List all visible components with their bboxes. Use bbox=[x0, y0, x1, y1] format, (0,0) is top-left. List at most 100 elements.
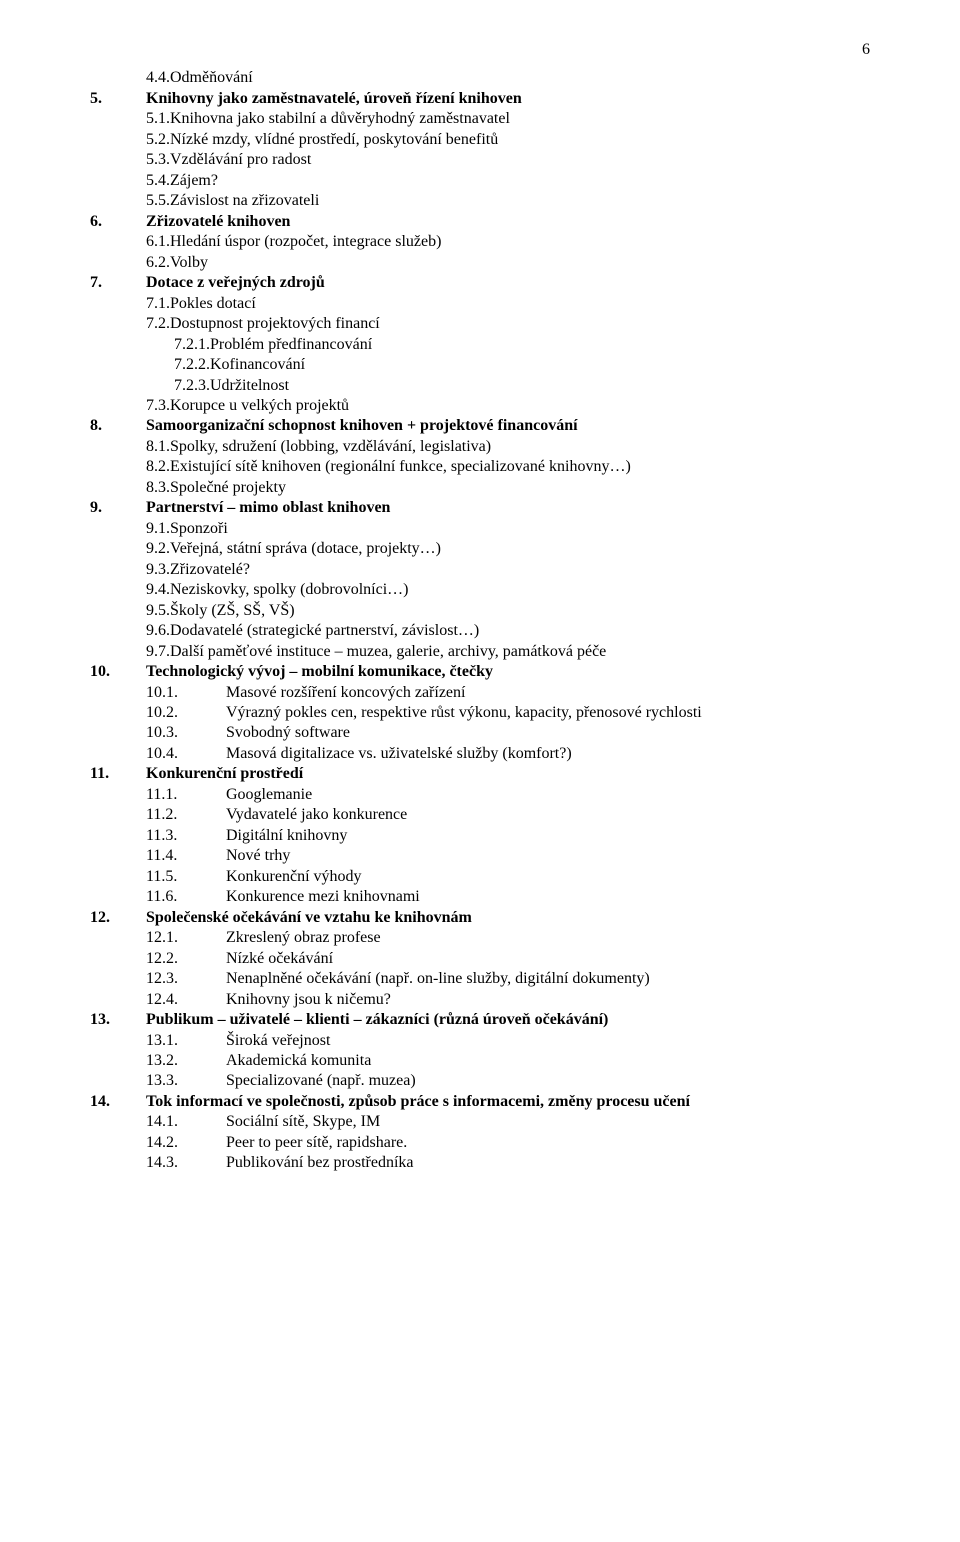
item-text: Konkurenční výhody bbox=[226, 867, 362, 887]
item-text: Dotace z veřejných zdrojů bbox=[146, 274, 325, 291]
item-number: 7.1. bbox=[146, 295, 170, 312]
outline-item-l2: 5.5.Závislost na zřizovateli bbox=[118, 191, 870, 211]
item-number: 14. bbox=[118, 1092, 146, 1112]
item-text: Peer to peer sítě, rapidshare. bbox=[226, 1133, 407, 1153]
item-text: Široká veřejnost bbox=[226, 1031, 330, 1051]
item-text: Další paměťové instituce – muzea, galeri… bbox=[170, 643, 606, 660]
item-text: Kofinancování bbox=[210, 356, 305, 373]
item-number: 5. bbox=[118, 89, 146, 109]
outline-item-l2: 9.2.Veřejná, státní správa (dotace, proj… bbox=[118, 539, 870, 559]
item-number: 7.2.3. bbox=[174, 377, 210, 394]
item-number: 11.6. bbox=[146, 887, 226, 907]
item-number: 4.4. bbox=[146, 69, 170, 86]
item-number: 7.2.1. bbox=[174, 336, 210, 353]
outline-item-l1: 5.Knihovny jako zaměstnavatelé, úroveň ř… bbox=[118, 89, 870, 109]
item-text: Knihovny jako zaměstnavatelé, úroveň říz… bbox=[146, 90, 522, 107]
item-number: 12.3. bbox=[146, 969, 226, 989]
item-text: Problém předfinancování bbox=[210, 336, 372, 353]
item-number: 12.1. bbox=[146, 928, 226, 948]
outline-item-l2: 13.1.Široká veřejnost bbox=[118, 1031, 870, 1051]
outline-item-l2: 9.4.Neziskovky, spolky (dobrovolníci…) bbox=[118, 580, 870, 600]
item-text: Specializované (např. muzea) bbox=[226, 1071, 416, 1091]
item-text: Udržitelnost bbox=[210, 377, 289, 394]
outline-item-l1: 13.Publikum – uživatelé – klienti – záka… bbox=[118, 1010, 870, 1030]
outline-item-l2: 9.5.Školy (ZŠ, SŠ, VŠ) bbox=[118, 601, 870, 621]
item-number: 14.1. bbox=[146, 1112, 226, 1132]
outline-item-l2: 11.1.Googlemanie bbox=[118, 785, 870, 805]
outline-item-l1: 12.Společenské očekávání ve vztahu ke kn… bbox=[118, 908, 870, 928]
outline-item-l2: 12.3.Nenaplněné očekávání (např. on-line… bbox=[118, 969, 870, 989]
item-text: Pokles dotací bbox=[170, 295, 256, 312]
outline-item-l2: 5.4.Zájem? bbox=[118, 171, 870, 191]
item-text: Technologický vývoj – mobilní komunikace… bbox=[146, 663, 493, 680]
item-number: 9.3. bbox=[146, 561, 170, 578]
outline-item-l2: 9.3.Zřizovatelé? bbox=[118, 560, 870, 580]
outline-item-l2: 10.1.Masové rozšíření koncových zařízení bbox=[118, 683, 870, 703]
item-text: Nenaplněné očekávání (např. on-line služ… bbox=[226, 969, 650, 989]
outline-item-l2: 11.4.Nové trhy bbox=[118, 846, 870, 866]
outline-item-l2: 13.3.Specializované (např. muzea) bbox=[118, 1071, 870, 1091]
outline-item-l2: 12.4.Knihovny jsou k ničemu? bbox=[118, 990, 870, 1010]
item-text: Dodavatelé (strategické partnerství, záv… bbox=[170, 622, 479, 639]
item-text: Vzdělávání pro radost bbox=[170, 151, 311, 168]
item-number: 8.2. bbox=[146, 458, 170, 475]
item-number: 7. bbox=[118, 273, 146, 293]
item-text: Společné projekty bbox=[170, 479, 286, 496]
item-text: Zájem? bbox=[170, 172, 218, 189]
outline-item-l2: 9.1.Sponzoři bbox=[118, 519, 870, 539]
item-text: Digitální knihovny bbox=[226, 826, 347, 846]
item-number: 8.1. bbox=[146, 438, 170, 455]
outline-item-l2: 13.2.Akademická komunita bbox=[118, 1051, 870, 1071]
item-number: 11.3. bbox=[146, 826, 226, 846]
outline-item-l2: 14.1.Sociální sítě, Skype, IM bbox=[118, 1112, 870, 1132]
outline-item-l2: 11.3.Digitální knihovny bbox=[118, 826, 870, 846]
item-number: 12.2. bbox=[146, 949, 226, 969]
item-text: Konkurence mezi knihovnami bbox=[226, 887, 420, 907]
outline-item-l2: 5.3.Vzdělávání pro radost bbox=[118, 150, 870, 170]
item-text: Korupce u velkých projektů bbox=[170, 397, 349, 414]
item-number: 5.5. bbox=[146, 192, 170, 209]
item-text: Hledání úspor (rozpočet, integrace služe… bbox=[170, 233, 441, 250]
item-number: 12. bbox=[118, 908, 146, 928]
item-text: Nízké očekávání bbox=[226, 949, 333, 969]
item-number: 10.1. bbox=[146, 683, 226, 703]
item-number: 7.3. bbox=[146, 397, 170, 414]
item-text: Volby bbox=[170, 254, 208, 271]
page-number: 6 bbox=[90, 40, 870, 60]
item-number: 8.3. bbox=[146, 479, 170, 496]
item-number: 10.3. bbox=[146, 723, 226, 743]
outline-item-l2: 11.5.Konkurenční výhody bbox=[118, 867, 870, 887]
item-text: Zkreslený obraz profese bbox=[226, 928, 381, 948]
outline-item-l1: 8.Samoorganizační schopnost knihoven + p… bbox=[118, 416, 870, 436]
item-text: Masové rozšíření koncových zařízení bbox=[226, 683, 465, 703]
item-number: 9.4. bbox=[146, 581, 170, 598]
item-number: 11.1. bbox=[146, 785, 226, 805]
item-number: 6. bbox=[118, 212, 146, 232]
outline-item-l3: 7.2.3.Udržitelnost bbox=[118, 376, 870, 396]
item-text: Svobodný software bbox=[226, 723, 350, 743]
item-text: Zřizovatelé? bbox=[170, 561, 250, 578]
item-number: 11.2. bbox=[146, 805, 226, 825]
item-text: Partnerství – mimo oblast knihoven bbox=[146, 499, 390, 516]
item-text: Existující sítě knihoven (regionální fun… bbox=[170, 458, 631, 475]
item-text: Akademická komunita bbox=[226, 1051, 371, 1071]
item-text: Konkurenční prostředí bbox=[146, 765, 303, 782]
outline-item-l2: 10.4.Masová digitalizace vs. uživatelské… bbox=[118, 744, 870, 764]
item-number: 11. bbox=[118, 764, 146, 784]
item-text: Samoorganizační schopnost knihoven + pro… bbox=[146, 417, 578, 434]
item-number: 5.2. bbox=[146, 131, 170, 148]
item-text: Sponzoři bbox=[170, 520, 228, 537]
item-text: Veřejná, státní správa (dotace, projekty… bbox=[170, 540, 441, 557]
outline-item-l2: 7.3.Korupce u velkých projektů bbox=[118, 396, 870, 416]
outline-item-l2: 4.4.Odměňování bbox=[118, 68, 870, 88]
outline-item-l2: 10.2.Výrazný pokles cen, respektive růst… bbox=[118, 703, 870, 723]
item-number: 5.1. bbox=[146, 110, 170, 127]
outline-item-l1: 7.Dotace z veřejných zdrojů bbox=[118, 273, 870, 293]
item-number: 9.5. bbox=[146, 602, 170, 619]
item-number: 13. bbox=[118, 1010, 146, 1030]
item-text: Společenské očekávání ve vztahu ke kniho… bbox=[146, 909, 472, 926]
item-text: Spolky, sdružení (lobbing, vzdělávání, l… bbox=[170, 438, 491, 455]
item-number: 6.1. bbox=[146, 233, 170, 250]
item-number: 5.4. bbox=[146, 172, 170, 189]
item-number: 13.2. bbox=[146, 1051, 226, 1071]
